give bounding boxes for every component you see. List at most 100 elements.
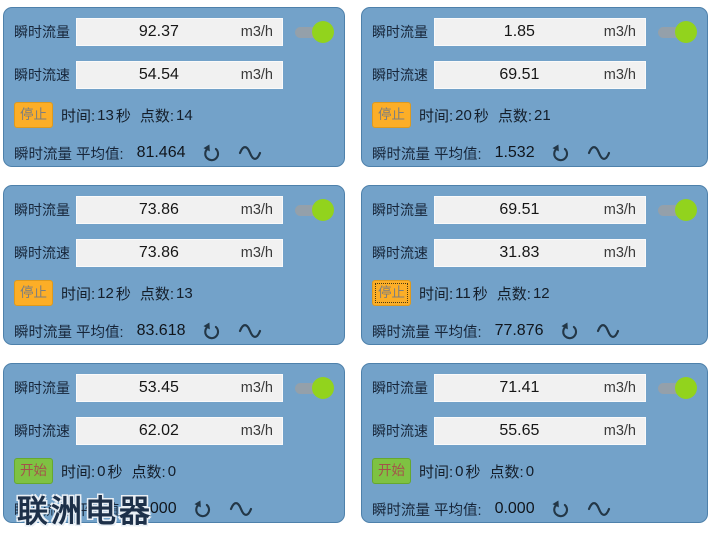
flow-label: 瞬时流量 — [14, 202, 70, 218]
stop-button[interactable]: 停止 — [372, 280, 411, 306]
velocity-row: 瞬时流速 69.51 m3/h — [362, 61, 707, 89]
toggle-track-icon — [295, 205, 325, 216]
flow-field[interactable]: 53.45 m3/h — [76, 374, 283, 402]
flow-toggle[interactable] — [294, 20, 334, 44]
refresh-icon[interactable] — [201, 142, 222, 164]
toggle-track-icon — [658, 205, 688, 216]
stop-button[interactable]: 停止 — [14, 102, 53, 128]
panel-grid: 瞬时流量 92.37 m3/h 瞬时流速 54.54 m3/h 停止 时间: 13… — [3, 7, 708, 523]
stop-button[interactable]: 停止 — [372, 102, 411, 128]
time-label: 时间: — [419, 463, 454, 481]
waveform-icon[interactable] — [228, 499, 254, 519]
velocity-unit: m3/h — [240, 423, 273, 439]
time-value: 20 — [455, 106, 472, 124]
average-value: 1.532 — [494, 144, 535, 161]
flow-field[interactable]: 69.51 m3/h — [434, 196, 646, 224]
points-value: 0 — [525, 462, 535, 480]
velocity-value: 62.02 — [138, 422, 179, 439]
flow-toggle[interactable] — [657, 20, 697, 44]
flow-unit: m3/h — [603, 24, 636, 40]
velocity-unit: m3/h — [603, 423, 636, 439]
flow-unit: m3/h — [240, 202, 273, 218]
velocity-field[interactable]: 73.86 m3/h — [76, 239, 283, 267]
time-points-text: 时间: 12 秒点数: 13 — [61, 283, 195, 304]
average-label: 瞬时流量 平均值: — [14, 324, 124, 341]
toggle-knob-icon — [675, 199, 697, 221]
flow-row: 瞬时流量 53.45 m3/h — [4, 374, 344, 402]
average-label: 瞬时流量 平均值: — [372, 146, 482, 163]
control-row: 停止 时间: 20 秒点数: 21 — [362, 102, 707, 128]
velocity-row: 瞬时流速 55.65 m3/h — [362, 417, 707, 445]
flow-toggle[interactable] — [657, 376, 697, 400]
stop-button[interactable]: 停止 — [14, 280, 53, 306]
flow-monitor-panel-5: 瞬时流量 53.45 m3/h 瞬时流速 62.02 m3/h 开始 时间: 0 秒… — [3, 363, 345, 523]
flow-toggle[interactable] — [657, 198, 697, 222]
flow-monitor-panel-1: 瞬时流量 92.37 m3/h 瞬时流速 54.54 m3/h 停止 时间: 13… — [3, 7, 345, 167]
waveform-icon[interactable] — [237, 321, 263, 341]
time-label: 时间: — [419, 285, 454, 303]
toggle-track-icon — [658, 27, 688, 38]
waveform-icon[interactable] — [595, 321, 621, 341]
flow-monitor-panel-4: 瞬时流量 69.51 m3/h 瞬时流速 31.83 m3/h 停止 时间: 11… — [361, 185, 708, 345]
time-value: 0 — [97, 462, 106, 480]
waveform-icon[interactable] — [237, 143, 263, 163]
seconds-unit: 秒 — [472, 285, 488, 303]
time-points-text: 时间: 13 秒点数: 14 — [61, 105, 195, 126]
flow-field[interactable]: 1.85 m3/h — [434, 18, 646, 46]
flow-value: 73.86 — [138, 201, 179, 218]
start-button[interactable]: 开始 — [14, 458, 53, 484]
average-row: 瞬时流量 平均值: 0.000 — [362, 496, 707, 522]
time-points-text: 时间: 20 秒点数: 21 — [419, 105, 553, 126]
flow-toggle[interactable] — [294, 376, 334, 400]
flow-value: 1.85 — [503, 23, 535, 40]
flow-unit: m3/h — [603, 202, 636, 218]
time-points-text: 时间: 0 秒点数: 0 — [61, 461, 178, 482]
flow-label: 瞬时流量 — [14, 24, 70, 40]
velocity-label: 瞬时流速 — [372, 423, 428, 439]
refresh-icon[interactable] — [550, 498, 571, 520]
seconds-unit: 秒 — [465, 463, 481, 481]
flow-value: 71.41 — [499, 379, 540, 396]
points-value: 0 — [167, 462, 177, 480]
flow-field[interactable]: 92.37 m3/h — [76, 18, 283, 46]
control-row: 停止 时间: 12 秒点数: 13 — [4, 280, 344, 306]
average-row: 瞬时流量 平均值: 81.464 — [4, 140, 344, 166]
watermark: 联洲电器 — [17, 494, 153, 529]
waveform-icon[interactable] — [586, 143, 612, 163]
refresh-icon[interactable] — [550, 142, 571, 164]
waveform-icon[interactable] — [586, 499, 612, 519]
time-label: 时间: — [61, 285, 96, 303]
toggle-knob-icon — [312, 21, 334, 43]
velocity-row: 瞬时流速 31.83 m3/h — [362, 239, 707, 267]
refresh-icon[interactable] — [559, 320, 580, 342]
points-label: 点数: — [496, 285, 531, 303]
flow-row: 瞬时流量 71.41 m3/h — [362, 374, 707, 402]
points-label: 点数: — [139, 285, 175, 303]
velocity-field[interactable]: 31.83 m3/h — [434, 239, 646, 267]
points-value: 12 — [532, 284, 550, 302]
velocity-field[interactable]: 55.65 m3/h — [434, 417, 646, 445]
points-label: 点数: — [497, 107, 533, 125]
velocity-field[interactable]: 62.02 m3/h — [76, 417, 283, 445]
start-button[interactable]: 开始 — [372, 458, 411, 484]
average-value: 77.876 — [494, 322, 544, 339]
velocity-label: 瞬时流速 — [372, 245, 428, 261]
flow-row: 瞬时流量 92.37 m3/h — [4, 18, 344, 46]
flow-label: 瞬时流量 — [14, 380, 70, 396]
flow-unit: m3/h — [603, 380, 636, 396]
velocity-value: 31.83 — [499, 244, 540, 261]
flow-field[interactable]: 73.86 m3/h — [76, 196, 283, 224]
average-value: 83.618 — [136, 322, 186, 339]
flow-field[interactable]: 71.41 m3/h — [434, 374, 646, 402]
flow-label: 瞬时流量 — [372, 202, 428, 218]
flow-toggle[interactable] — [294, 198, 334, 222]
velocity-field[interactable]: 69.51 m3/h — [434, 61, 646, 89]
control-row: 开始 时间: 0 秒点数: 0 — [4, 458, 344, 484]
velocity-value: 54.54 — [138, 66, 179, 83]
refresh-icon[interactable] — [192, 498, 213, 520]
velocity-unit: m3/h — [603, 67, 636, 83]
flow-row: 瞬时流量 73.86 m3/h — [4, 196, 344, 224]
velocity-field[interactable]: 54.54 m3/h — [76, 61, 283, 89]
refresh-icon[interactable] — [201, 320, 222, 342]
average-row: 瞬时流量 平均值: 77.876 — [362, 318, 707, 344]
